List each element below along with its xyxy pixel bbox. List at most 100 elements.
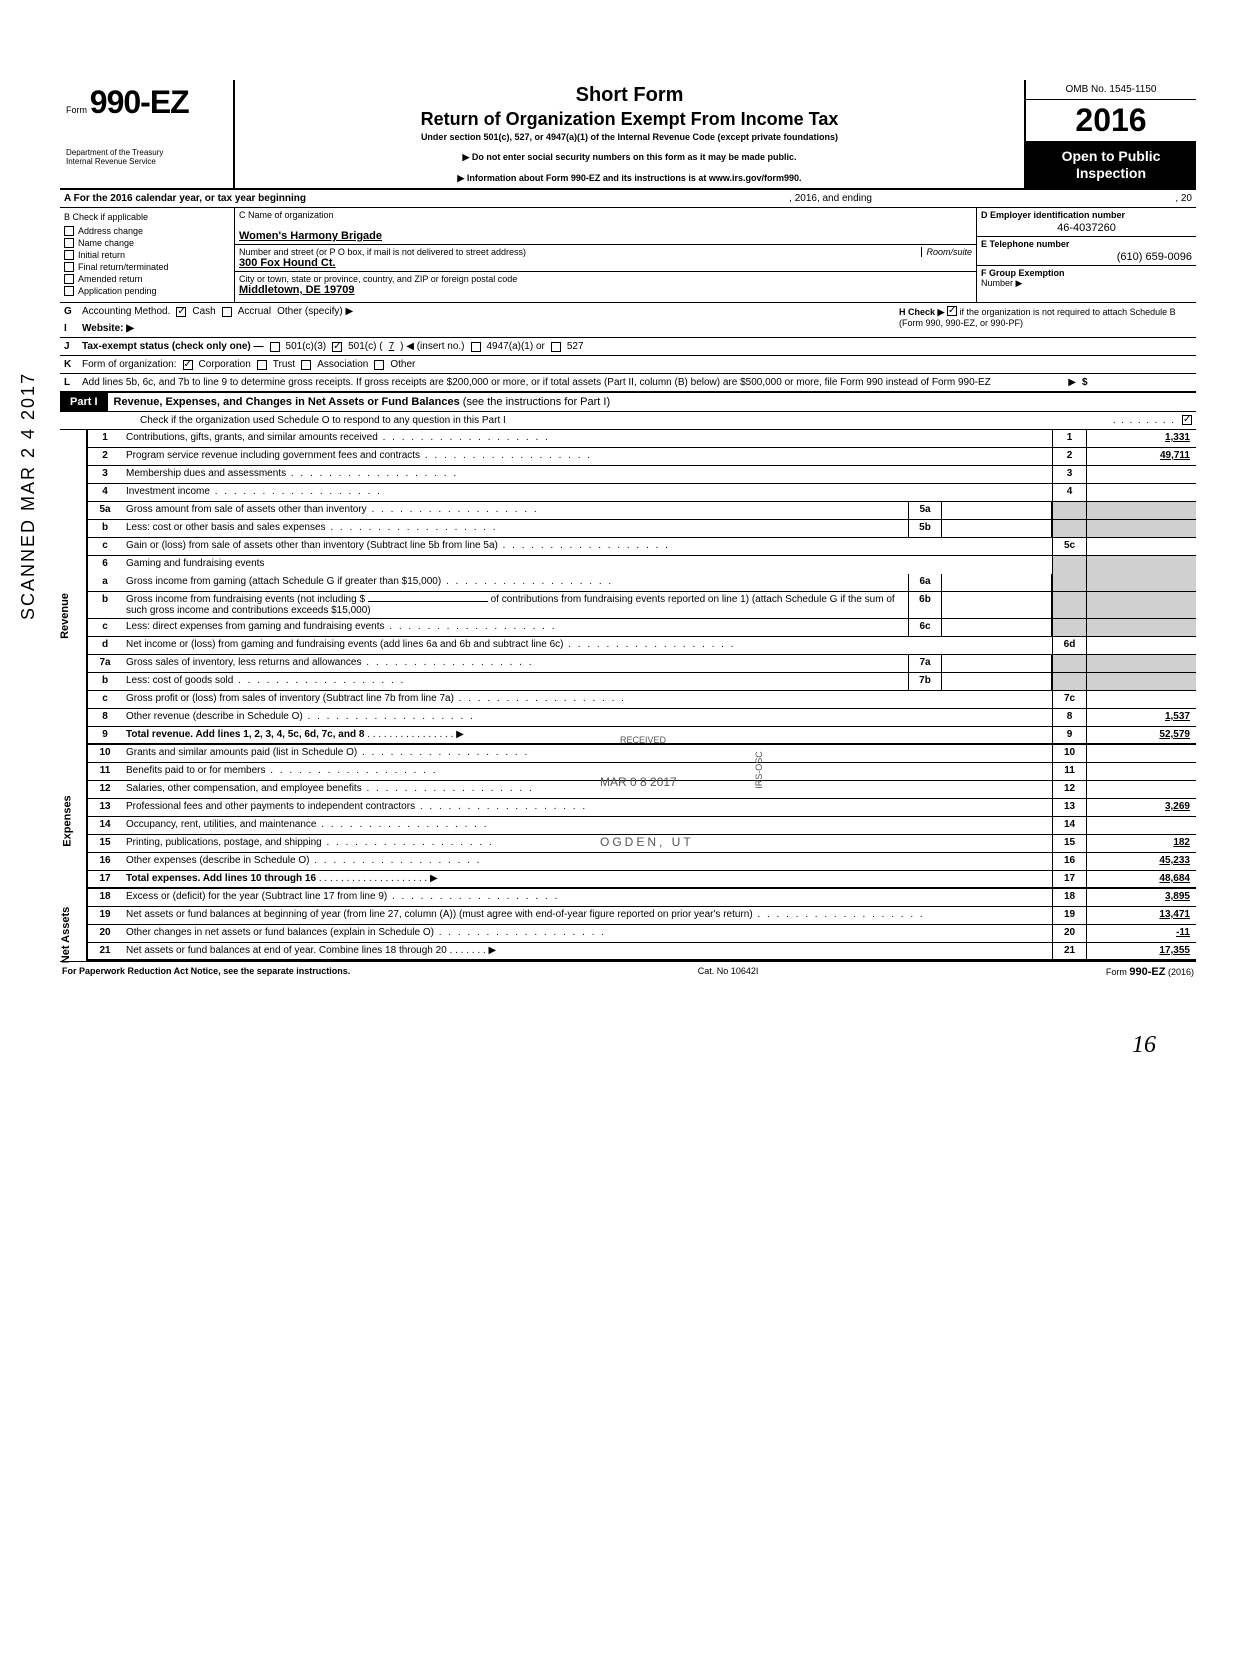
dept-line2: Internal Revenue Service [66,158,227,167]
org-name-field: C Name of organization Women's Harmony B… [235,208,976,245]
group-number-label: Number ▶ [981,278,1192,289]
note-info: ▶ Information about Form 990-EZ and its … [243,173,1016,184]
line-g-other: Other (specify) ▶ [277,306,353,317]
chk-application-pending[interactable]: Application pending [64,286,230,296]
chk-schedule-b[interactable] [947,306,957,316]
line-k-org-form: K Form of organization: Corporation Trus… [60,356,1196,374]
row-a-tax-year: A For the 2016 calendar year, or tax yea… [60,190,1196,208]
line-20: 20Other changes in net assets or fund ba… [88,925,1196,943]
net-assets-section: Net Assets 18Excess or (deficit) for the… [60,889,1196,961]
line-19: 19Net assets or fund balances at beginni… [88,907,1196,925]
page-number-handwritten: 16 [60,1032,1196,1059]
line-1: 1Contributions, gifts, grants, and simil… [88,430,1196,448]
phone-label: E Telephone number [981,239,1069,249]
org-street-value: 300 Fox Hound Ct. [239,257,972,269]
title-sub: Return of Organization Exempt From Incom… [243,109,1016,130]
line-7b: bLess: cost of goods sold7b [88,673,1196,691]
irs-ogden-stamp: OGDEN, UT [600,835,694,849]
org-street-label: Number and street (or P O box, if mail i… [239,247,526,257]
line-13: 13Professional fees and other payments t… [88,799,1196,817]
chk-accrual[interactable] [222,307,232,317]
footer-catalog: Cat. No 10642I [698,966,759,978]
form-word: Form [66,105,87,115]
line-6c: cLess: direct expenses from gaming and f… [88,619,1196,637]
org-name-label: C Name of organization [239,210,972,220]
note-ssn: ▶ Do not enter social security numbers o… [243,152,1016,163]
tax-year: 2016 [1026,100,1196,142]
line-5a: 5aGross amount from sale of assets other… [88,502,1196,520]
line-7c: cGross profit or (loss) from sales of in… [88,691,1196,709]
phone-value: (610) 659-0096 [981,251,1192,263]
title-under: Under section 501(c), 527, or 4947(a)(1)… [243,132,1016,142]
501c-number: 7 [389,341,395,352]
line-j-tax-exempt: J Tax-exempt status (check only one) — 5… [60,337,1196,356]
chk-501c[interactable] [332,342,342,352]
omb-number: OMB No. 1545-1150 [1026,80,1196,100]
line-4: 4Investment income4 [88,484,1196,502]
org-street-field: Number and street (or P O box, if mail i… [235,245,976,272]
org-name-value: Women's Harmony Brigade [239,230,972,242]
part-1-title: Revenue, Expenses, and Changes in Net As… [108,393,617,411]
part-1-tag: Part I [60,393,108,411]
line-10: 10Grants and similar amounts paid (list … [88,745,1196,763]
block-bcd: B Check if applicable Address change Nam… [60,208,1196,303]
footer-right: Form 990-EZ (2016) [1106,966,1194,978]
line-i-website: I Website: ▶ [60,320,896,337]
expenses-label: Expenses [60,745,88,889]
line-6d: dNet income or (loss) from gaming and fu… [88,637,1196,655]
chk-association[interactable] [301,360,311,370]
line-17: 17Total expenses. Add lines 10 through 1… [88,871,1196,889]
row-a-end: , 20 [1072,193,1192,204]
irs-osc-stamp: IRS-OSC [754,751,764,789]
line-h-schedule-b: H Check ▶ if the organization is not req… [896,303,1196,337]
col-c-org-info: C Name of organization Women's Harmony B… [235,208,976,302]
line-7a: 7aGross sales of inventory, less returns… [88,655,1196,673]
chk-4947a1[interactable] [471,342,481,352]
chk-501c3[interactable] [270,342,280,352]
chk-trust[interactable] [257,360,267,370]
chk-amended-return[interactable]: Amended return [64,274,230,284]
row-a-text: A For the 2016 calendar year, or tax yea… [64,193,306,204]
chk-corporation[interactable] [183,360,193,370]
line-8: 8Other revenue (describe in Schedule O)8… [88,709,1196,727]
chk-schedule-o[interactable] [1182,415,1192,425]
chk-cash[interactable] [176,307,186,317]
line-i-text: Website: ▶ [82,323,134,334]
group-label: F Group Exemption [981,268,1065,278]
row-a-mid: , 2016, and ending [306,193,1072,204]
line-g-label: G [64,306,76,317]
open-public-badge: Open to Public Inspection [1026,142,1196,188]
revenue-section: Revenue 1Contributions, gifts, grants, a… [60,430,1196,745]
ein-field: D Employer identification number 46-4037… [977,208,1196,237]
line-5c: cGain or (loss) from sale of assets othe… [88,538,1196,556]
org-city-field: City or town, state or province, country… [235,272,976,298]
header-row: Form 990-EZ Department of the Treasury I… [60,80,1196,190]
net-assets-label: Net Assets [60,889,88,961]
chk-final-return[interactable]: Final return/terminated [64,262,230,272]
chk-initial-return[interactable]: Initial return [64,250,230,260]
line-14: 14Occupancy, rent, utilities, and mainte… [88,817,1196,835]
expenses-section: Expenses 10Grants and similar amounts pa… [60,745,1196,889]
scan-stamp: SCANNED MAR 2 4 2017 [18,372,39,620]
ein-value: 46-4037260 [981,222,1192,234]
line-16: 16Other expenses (describe in Schedule O… [88,853,1196,871]
line-3: 3Membership dues and assessments3 [88,466,1196,484]
line-2: 2Program service revenue including gover… [88,448,1196,466]
chk-name-change[interactable]: Name change [64,238,230,248]
part-1-header: Part I Revenue, Expenses, and Changes in… [60,391,1196,412]
chk-527[interactable] [551,342,561,352]
line-g-text: Accounting Method. [82,306,170,317]
line-6b: bGross income from fundraising events (n… [88,592,1196,619]
org-city-value: Middletown, DE 19709 [239,284,972,296]
irs-received-stamp: RECEIVED [620,735,666,745]
form-number: 990-EZ [90,84,189,120]
ein-label: D Employer identification number [981,210,1125,220]
chk-other-org[interactable] [374,360,384,370]
line-6a: aGross income from gaming (attach Schedu… [88,574,1196,592]
chk-address-change[interactable]: Address change [64,226,230,236]
col-d-ids: D Employer identification number 46-4037… [976,208,1196,302]
line-l-gross-receipts: L Add lines 5b, 6c, and 7b to line 9 to … [60,374,1196,391]
org-city-label: City or town, state or province, country… [239,274,972,284]
line-21: 21Net assets or fund balances at end of … [88,943,1196,961]
right-header-box: OMB No. 1545-1150 2016 Open to Public In… [1026,80,1196,188]
